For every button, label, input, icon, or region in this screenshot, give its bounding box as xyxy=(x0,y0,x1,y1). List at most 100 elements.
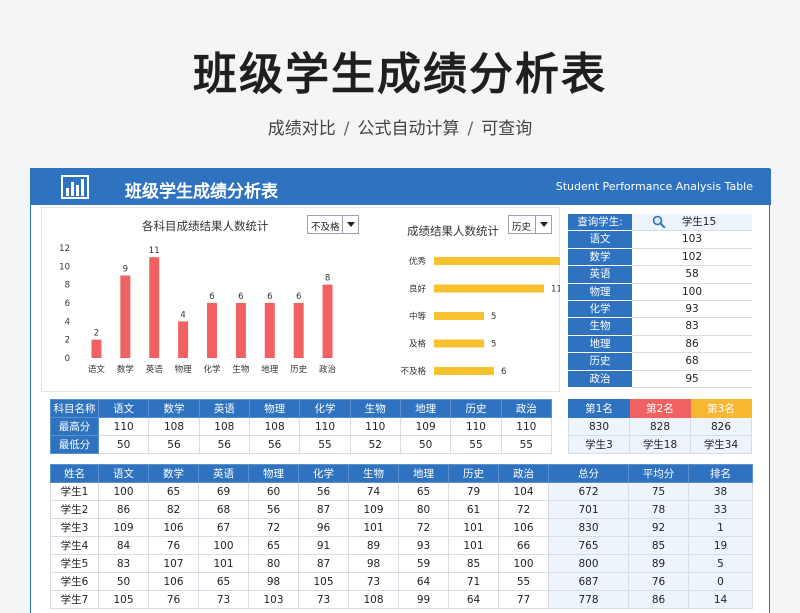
column-header: 姓名 xyxy=(50,464,99,483)
lookup-row: 英语 58 xyxy=(568,266,752,284)
chevron-down-icon[interactable] xyxy=(535,216,551,233)
y-tick-label: 12 xyxy=(59,244,70,254)
table-cell: 105 xyxy=(98,590,149,609)
table-cell: 60 xyxy=(248,482,299,501)
table-cell: 50 xyxy=(98,572,149,591)
table-cell: 73 xyxy=(298,590,349,609)
data-label: 6 xyxy=(296,292,301,302)
rank-header: 第2名 xyxy=(629,399,691,418)
table-row: 最高分 110 108 108 108 110 110 109 110 110 xyxy=(50,417,553,436)
table-cell: 72 xyxy=(398,518,449,537)
lookup-subject: 政治 xyxy=(568,370,632,388)
table-cell: 108 xyxy=(348,590,399,609)
table-cell: 87 xyxy=(298,554,349,573)
table-cell: 100 xyxy=(98,482,149,501)
rank-score: 830 xyxy=(568,417,630,436)
lookup-subject: 英语 xyxy=(568,266,632,284)
lookup-row: 语文 103 xyxy=(568,231,752,249)
table-cell: 109 xyxy=(348,500,399,519)
subject-chart-title: 各科目成绩结果人数统计 xyxy=(142,219,269,233)
table-cell: 1 xyxy=(688,518,753,537)
table-cell: 109 xyxy=(399,417,452,436)
data-label: 9 xyxy=(123,265,128,275)
rank-score: 826 xyxy=(690,417,752,436)
x-tick-label: 语文 xyxy=(88,364,106,375)
grade-filter-dropdown[interactable]: 历史 xyxy=(508,215,552,234)
card-header: 班级学生成绩分析表 Student Performance Analysis T… xyxy=(31,169,771,205)
table-cell: 56 xyxy=(248,435,301,454)
table-cell: 110 xyxy=(349,417,401,436)
subtitle-part: 公式自动计算 xyxy=(357,119,460,139)
column-header: 历史 xyxy=(448,464,499,483)
bar xyxy=(91,339,102,358)
column-header: 英语 xyxy=(198,399,250,418)
table-cell: 68 xyxy=(198,500,249,519)
table-cell: 86 xyxy=(628,590,689,609)
table-cell: 106 xyxy=(148,572,199,591)
table-cell: 14 xyxy=(688,590,753,609)
x-tick-label: 化学 xyxy=(203,364,221,375)
table-cell: 701 xyxy=(548,500,629,519)
table-row: 学生4 84 76 100 65 91 89 93 101 66 765 85 19 xyxy=(50,536,753,555)
table-cell: 65 xyxy=(148,482,199,501)
bar xyxy=(264,303,275,358)
table-cell: 100 xyxy=(198,536,249,555)
table-row: 最低分 50 56 56 56 55 52 50 55 55 xyxy=(50,435,553,454)
table-row: 学生3 109 106 67 72 96 101 72 101 106 830 92 1 xyxy=(50,518,753,537)
student-name: 学生6 xyxy=(50,572,99,591)
lookup-score: 83 xyxy=(632,318,752,336)
lookup-header-row: 查询学生: 学生15 xyxy=(568,214,752,232)
table-cell: 80 xyxy=(398,500,449,519)
x-tick-label: 地理 xyxy=(261,364,279,375)
column-header: 总分 xyxy=(548,464,629,483)
subject-filter-dropdown[interactable]: 不及格 xyxy=(307,215,359,234)
card-title: 班级学生成绩分析表 xyxy=(125,182,278,202)
table-cell: 830 xyxy=(548,518,629,537)
lookup-student-select[interactable]: 学生15 xyxy=(632,214,752,232)
table-cell: 56 xyxy=(298,482,349,501)
magnifier-icon[interactable] xyxy=(652,215,666,229)
table-cell: 93 xyxy=(398,536,449,555)
table-cell: 75 xyxy=(628,482,689,501)
table-cell: 107 xyxy=(148,554,199,573)
table-cell: 52 xyxy=(349,435,401,454)
student-name: 学生4 xyxy=(50,536,99,555)
table-cell: 76 xyxy=(148,590,199,609)
table-cell: 56 xyxy=(248,500,299,519)
table-cell: 100 xyxy=(498,554,549,573)
table-cell: 64 xyxy=(398,572,449,591)
table-cell: 110 xyxy=(450,417,502,436)
analysis-card: 班级学生成绩分析表 Student Performance Analysis T… xyxy=(30,168,771,613)
y-tick-label: 良好 xyxy=(409,284,427,295)
table-cell: 72 xyxy=(498,500,549,519)
column-header: 排名 xyxy=(688,464,753,483)
rank-header: 第1名 xyxy=(568,399,630,418)
bar xyxy=(149,257,160,358)
row-header: 最高分 xyxy=(50,417,99,436)
table-row: 学生5 83 107 101 80 87 98 59 85 100 800 89 5 xyxy=(50,554,753,573)
grade-bar-chart: 优秀13良好11中等5及格5不及格6 xyxy=(400,256,560,377)
table-cell: 109 xyxy=(98,518,149,537)
lookup-subject: 化学 xyxy=(568,301,632,319)
table-cell: 56 xyxy=(148,435,200,454)
column-header: 生物 xyxy=(348,464,399,483)
column-header: 科目名称 xyxy=(50,399,99,418)
table-cell: 108 xyxy=(198,417,250,436)
lookup-subject: 地理 xyxy=(568,335,632,354)
table-cell: 59 xyxy=(398,554,449,573)
table-cell: 55 xyxy=(299,435,351,454)
column-header: 平均分 xyxy=(628,464,689,483)
table-cell: 108 xyxy=(148,417,200,436)
student-lookup-panel: 查询学生: 学生15 语文 103 数学 102 英语 58 物理 100 化学 93 生物 83 地理… xyxy=(568,214,752,390)
table-cell: 91 xyxy=(298,536,349,555)
lookup-score: 68 xyxy=(632,353,752,371)
chevron-down-icon[interactable] xyxy=(342,216,358,233)
lookup-score: 103 xyxy=(632,231,752,249)
subject-filter-value: 不及格 xyxy=(311,222,340,233)
table-cell: 110 xyxy=(500,417,553,436)
table-cell: 85 xyxy=(448,554,499,573)
table-cell: 86 xyxy=(98,500,149,519)
table-cell: 104 xyxy=(498,482,549,501)
table-cell: 73 xyxy=(348,572,399,591)
table-cell: 110 xyxy=(97,417,150,436)
